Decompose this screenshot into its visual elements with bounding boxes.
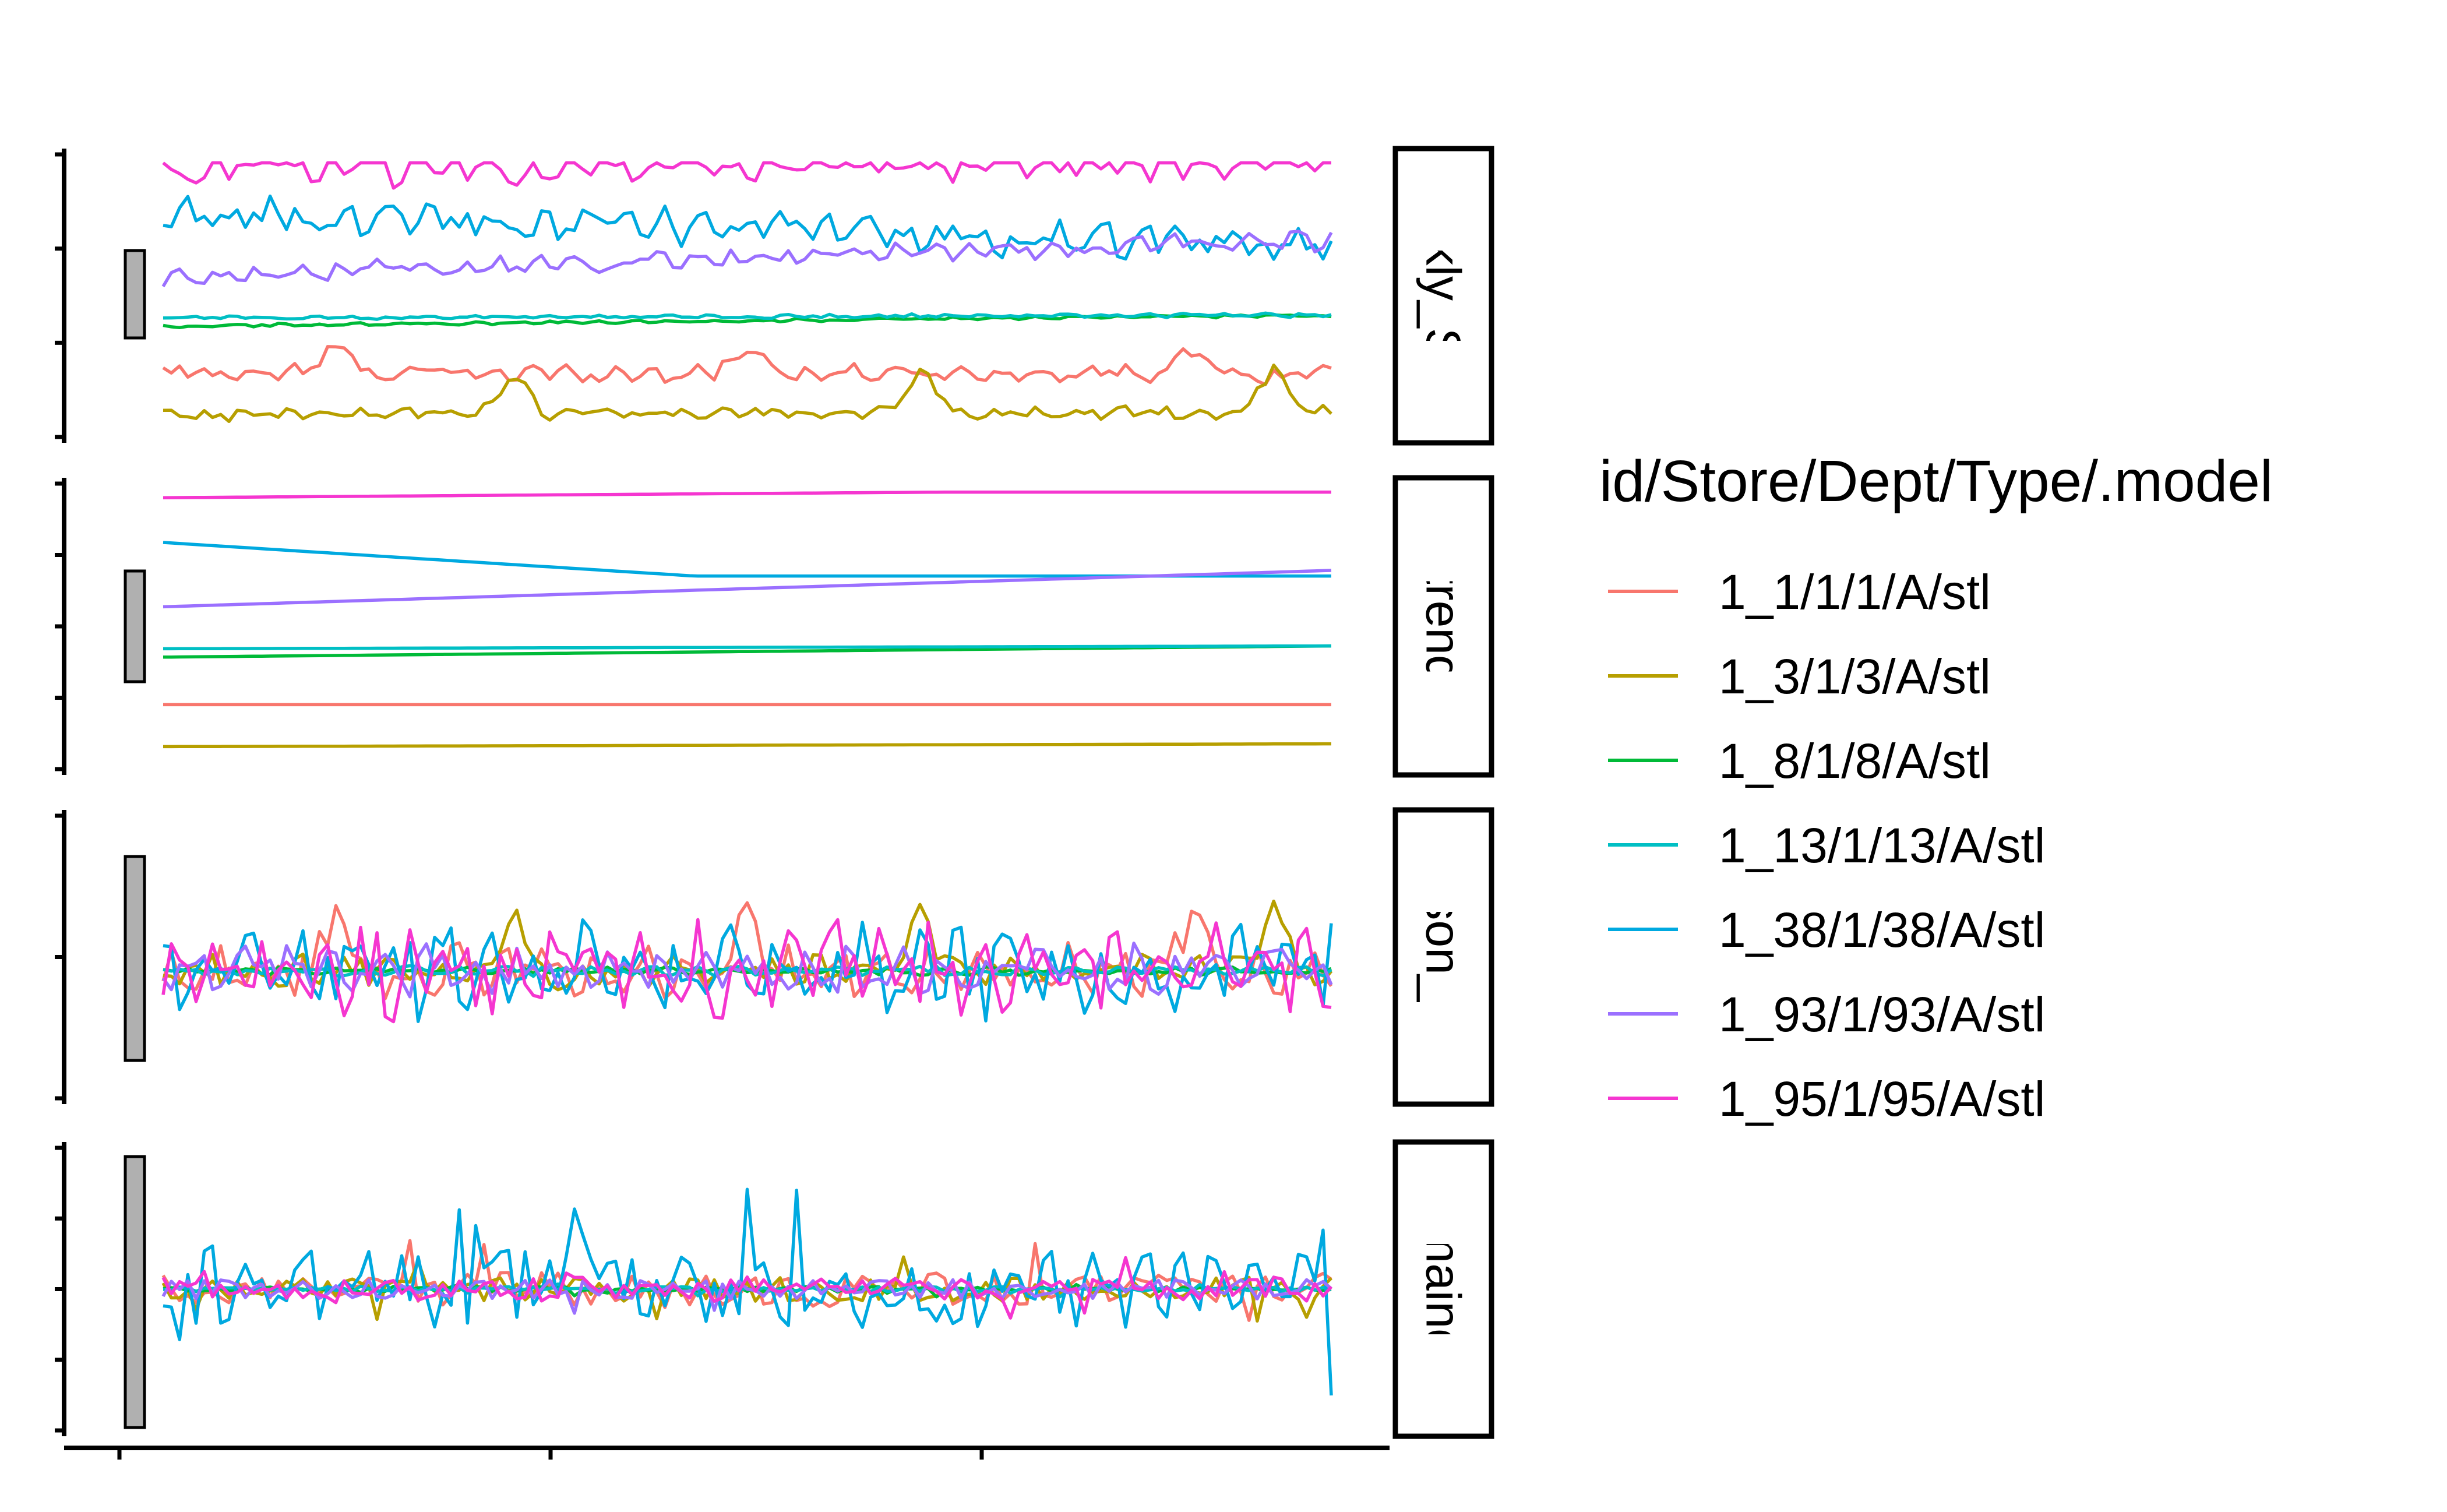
legend-label: 1_3/1/3/A/stl [1719, 649, 1991, 704]
legend-label: 1_1/1/1/A/stl [1719, 565, 1991, 619]
series-line-1_3-1-3-A-stl [163, 742, 1331, 749]
legend-label: 1_95/1/95/A/stl [1719, 1072, 2045, 1126]
series-line-1_95-1-95-A-stl [162, 161, 1331, 190]
facet-strip-label: season_year [1416, 817, 1471, 1097]
facet-panel-season_year: season_year [55, 807, 1494, 1107]
legend-item: 1_13/1/13/A/stl [1608, 818, 2045, 873]
legend-item: 1_1/1/1/A/stl [1608, 565, 1991, 619]
facet-strip-label: Weekly_Sales [1416, 141, 1471, 450]
series-line-1_38-1-38-A-stl [163, 1187, 1333, 1396]
series-line-1_1-1-1-A-stl [162, 345, 1332, 386]
series-line-1_13-1-13-A-stl [163, 644, 1331, 651]
facet-strip [1392, 807, 1494, 1107]
facet-strip-label: remainder [1416, 1179, 1471, 1399]
facet-strip [1392, 146, 1494, 446]
series-line-1_93-1-93-A-stl [163, 569, 1332, 609]
scale-bar [124, 569, 146, 683]
facet-panel-Weekly_Sales: Weekly_Sales [55, 141, 1494, 450]
scale-bar [124, 249, 146, 340]
scale-bar [124, 855, 146, 1062]
series-line-1_38-1-38-A-stl [163, 541, 1331, 578]
scale-bar [124, 1155, 146, 1429]
series-line-1_93-1-93-A-stl [161, 942, 1333, 999]
facet-panel-trend: trend [55, 475, 1494, 778]
legend-item: 1_8/1/8/A/stl [1608, 734, 1991, 788]
legend-item: 1_93/1/93/A/stl [1608, 987, 2045, 1042]
facet-strip [1392, 475, 1494, 778]
legend-label: 1_93/1/93/A/stl [1719, 987, 2045, 1042]
series-line-1_13-1-13-A-stl [163, 311, 1332, 321]
legend: id/Store/Dept/Type/.model 1_1/1/1/A/stl 1_… [1599, 449, 2273, 1126]
legend-label: 1_13/1/13/A/stl [1719, 818, 2045, 873]
series-line-1_93-1-93-A-stl [161, 1278, 1332, 1315]
facet-panel-remainder: remainder [55, 1139, 1494, 1439]
facet-strip-label: trend [1416, 570, 1471, 682]
legend-item: 1_3/1/3/A/stl [1608, 649, 1991, 704]
x-axis [64, 1446, 1390, 1460]
series-line-1_95-1-95-A-stl [163, 490, 1331, 499]
legend-item: 1_38/1/38/A/stl [1608, 903, 2045, 957]
series-line-1_95-1-95-A-stl [161, 918, 1332, 1024]
series-line-1_93-1-93-A-stl [161, 230, 1333, 288]
legend-label: 1_38/1/38/A/stl [1719, 903, 2045, 957]
series-line-1_3-1-3-A-stl [163, 363, 1332, 424]
legend-item: 1_95/1/95/A/stl [1608, 1072, 2045, 1126]
legend-title: id/Store/Dept/Type/.model [1599, 449, 2273, 514]
series-line-1_95-1-95-A-stl [161, 1256, 1333, 1320]
legend-label: 1_8/1/8/A/stl [1719, 734, 1991, 788]
facet-strip [1392, 1139, 1494, 1439]
